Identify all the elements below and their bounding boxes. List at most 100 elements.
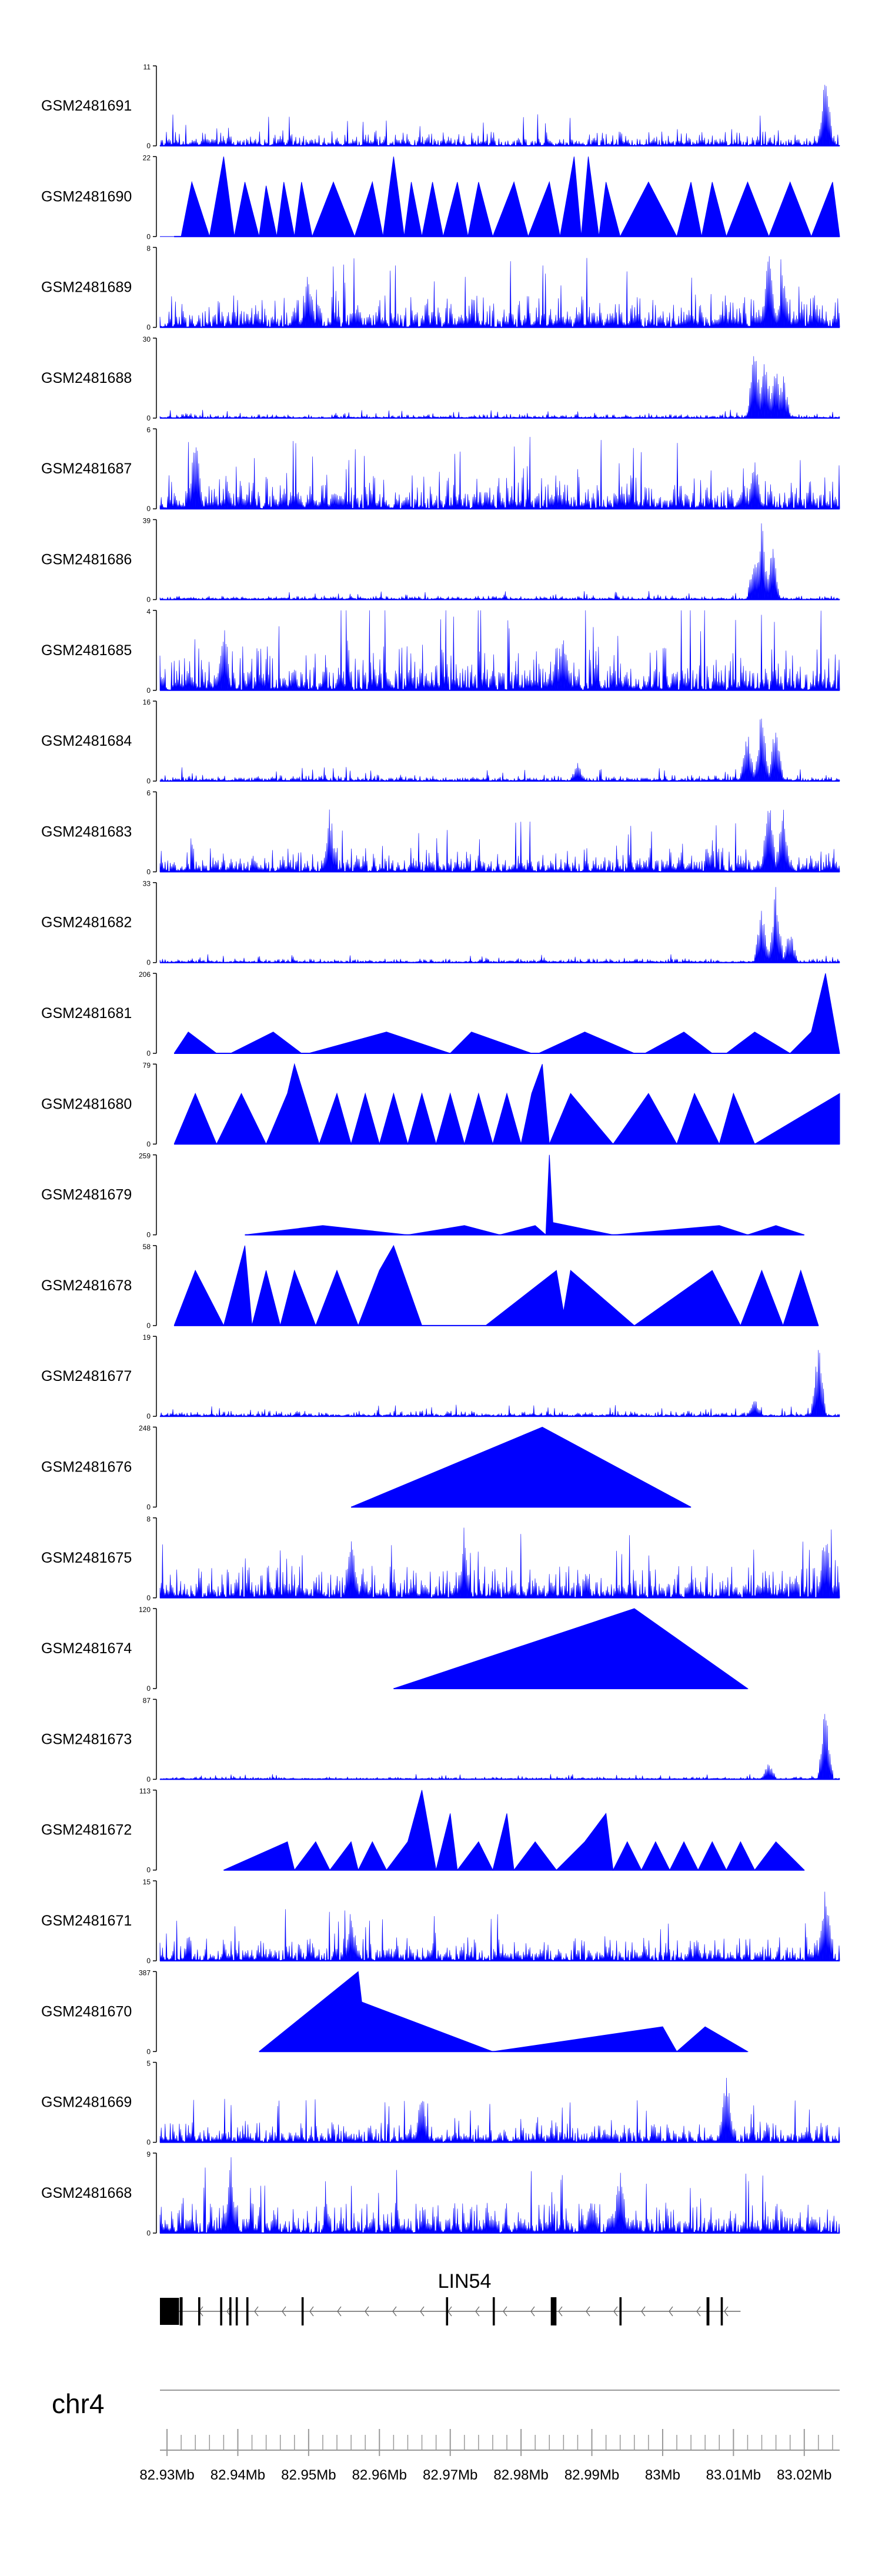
track-name: GSM2481679 bbox=[41, 1187, 132, 1203]
track-GSM2481679: GSM2481679 259 0 bbox=[41, 1152, 804, 1239]
track-name: GSM2481686 bbox=[41, 552, 132, 568]
strand-arrow bbox=[309, 2306, 314, 2317]
coverage-area bbox=[159, 436, 840, 509]
coverage-area bbox=[393, 1608, 749, 1689]
strand-arrow bbox=[365, 2306, 369, 2317]
y-max-label: 30 bbox=[143, 335, 151, 343]
coverage-area bbox=[159, 1527, 840, 1599]
axis-tick-label: 82.98Mb bbox=[493, 2467, 548, 2483]
track-GSM2481670: GSM2481670 387 0 bbox=[41, 1968, 749, 2056]
track-GSM2481669: GSM2481669 5 0 bbox=[41, 2060, 840, 2147]
strand-arrow bbox=[420, 2306, 425, 2317]
track-name: GSM2481684 bbox=[41, 733, 132, 749]
strand-arrow bbox=[530, 2306, 535, 2317]
gene-exon bbox=[492, 2297, 495, 2325]
y-max-label: 248 bbox=[139, 1424, 151, 1433]
y-zero-label: 0 bbox=[146, 867, 151, 876]
track-name: GSM2481685 bbox=[41, 642, 132, 659]
axis-tick-label: 83.02Mb bbox=[777, 2467, 831, 2483]
y-zero-label: 0 bbox=[146, 1866, 151, 1874]
y-zero-label: 0 bbox=[146, 2229, 151, 2237]
track-GSM2481688: GSM2481688 30 0 bbox=[41, 335, 840, 422]
axis-tick-label: 82.99Mb bbox=[564, 2467, 619, 2483]
coverage-area bbox=[159, 809, 840, 872]
coverage-area bbox=[159, 85, 840, 146]
coverage-area bbox=[173, 1063, 840, 1146]
axis-tick-label: 82.95Mb bbox=[281, 2467, 336, 2483]
track-name: GSM2481680 bbox=[41, 1096, 132, 1112]
track-name: GSM2481675 bbox=[41, 1550, 132, 1566]
y-zero-label: 0 bbox=[146, 1957, 151, 1965]
track-GSM2481680: GSM2481680 79 0 bbox=[41, 1061, 840, 1148]
coverage-tracks: GSM2481691110GSM2481690220GSM248168980GS… bbox=[41, 63, 840, 2237]
track-GSM2481690: GSM2481690 22 0 bbox=[41, 154, 840, 241]
axis-tick-label: 82.93Mb bbox=[139, 2467, 194, 2483]
track-GSM2481689: GSM2481689 8 0 bbox=[41, 245, 840, 332]
track-name: GSM2481681 bbox=[41, 1005, 132, 1022]
axis-tick-label: 82.96Mb bbox=[352, 2467, 407, 2483]
strand-arrow bbox=[696, 2306, 701, 2317]
track-name: GSM2481671 bbox=[41, 1913, 132, 1929]
track-name: GSM2481682 bbox=[41, 915, 132, 931]
y-max-label: 79 bbox=[143, 1061, 151, 1069]
y-max-label: 58 bbox=[143, 1243, 151, 1251]
coverage-area bbox=[160, 156, 840, 238]
y-max-label: 11 bbox=[143, 63, 151, 71]
y-max-label: 15 bbox=[143, 1878, 151, 1886]
track-GSM2481686: GSM2481686 39 0 bbox=[41, 517, 840, 604]
track-name: GSM2481668 bbox=[41, 2185, 132, 2201]
y-max-label: 206 bbox=[139, 970, 151, 979]
strand-arrow bbox=[586, 2306, 590, 2317]
coverage-area bbox=[159, 2157, 840, 2234]
gene-exon bbox=[301, 2297, 304, 2325]
gene-label: LIN54 bbox=[438, 2270, 492, 2293]
y-max-label: 22 bbox=[143, 154, 151, 162]
track-GSM2481681: GSM2481681 206 0 bbox=[41, 970, 840, 1057]
strand-arrow bbox=[558, 2306, 563, 2317]
y-zero-label: 0 bbox=[146, 2047, 151, 2056]
y-max-label: 9 bbox=[146, 2150, 151, 2158]
coverage-area bbox=[173, 973, 840, 1054]
gene-exon bbox=[619, 2297, 622, 2325]
gene-exon bbox=[160, 2298, 179, 2325]
y-zero-label: 0 bbox=[146, 142, 151, 150]
y-zero-label: 0 bbox=[146, 1594, 151, 1602]
track-GSM2481672: GSM2481672 113 0 bbox=[41, 1787, 806, 1874]
track-name: GSM2481670 bbox=[41, 2003, 132, 2020]
track-GSM2481668: GSM2481668 9 0 bbox=[41, 2150, 840, 2237]
y-zero-label: 0 bbox=[146, 1231, 151, 1239]
y-zero-label: 0 bbox=[146, 1503, 151, 1511]
track-name: GSM2481677 bbox=[41, 1368, 132, 1384]
track-GSM2481685: GSM2481685 4 0 bbox=[41, 608, 840, 695]
coverage-area bbox=[159, 610, 840, 691]
strand-arrow bbox=[254, 2306, 259, 2317]
coverage-area bbox=[259, 1971, 749, 2053]
track-name: GSM2481673 bbox=[41, 1731, 132, 1747]
strand-arrow bbox=[392, 2306, 397, 2317]
track-GSM2481687: GSM2481687 6 0 bbox=[41, 426, 840, 513]
y-zero-label: 0 bbox=[146, 1322, 151, 1330]
track-name: GSM2481689 bbox=[41, 279, 132, 296]
strand-arrow bbox=[613, 2306, 618, 2317]
track-name: GSM2481683 bbox=[41, 823, 132, 840]
track-GSM2481673: GSM2481673 87 0 bbox=[41, 1696, 840, 1783]
gene-exon bbox=[550, 2297, 557, 2325]
y-max-label: 8 bbox=[146, 245, 151, 253]
track-name: GSM2481678 bbox=[41, 1277, 132, 1294]
chromosome-label: chr4 bbox=[52, 2388, 104, 2419]
axis-tick-label: 83Mb bbox=[645, 2467, 680, 2483]
gene-exon bbox=[198, 2297, 201, 2325]
coverage-area bbox=[245, 1154, 804, 1236]
coverage-area bbox=[159, 356, 840, 419]
y-max-label: 19 bbox=[143, 1333, 151, 1342]
gene-exon bbox=[246, 2297, 249, 2325]
strand-arrow bbox=[503, 2306, 507, 2317]
y-zero-label: 0 bbox=[146, 414, 151, 422]
y-zero-label: 0 bbox=[146, 959, 151, 967]
y-zero-label: 0 bbox=[146, 232, 151, 241]
axis-tick-label: 83.01Mb bbox=[706, 2467, 761, 2483]
y-max-label: 5 bbox=[146, 2060, 151, 2068]
y-zero-label: 0 bbox=[146, 596, 151, 604]
y-zero-label: 0 bbox=[146, 1684, 151, 1693]
